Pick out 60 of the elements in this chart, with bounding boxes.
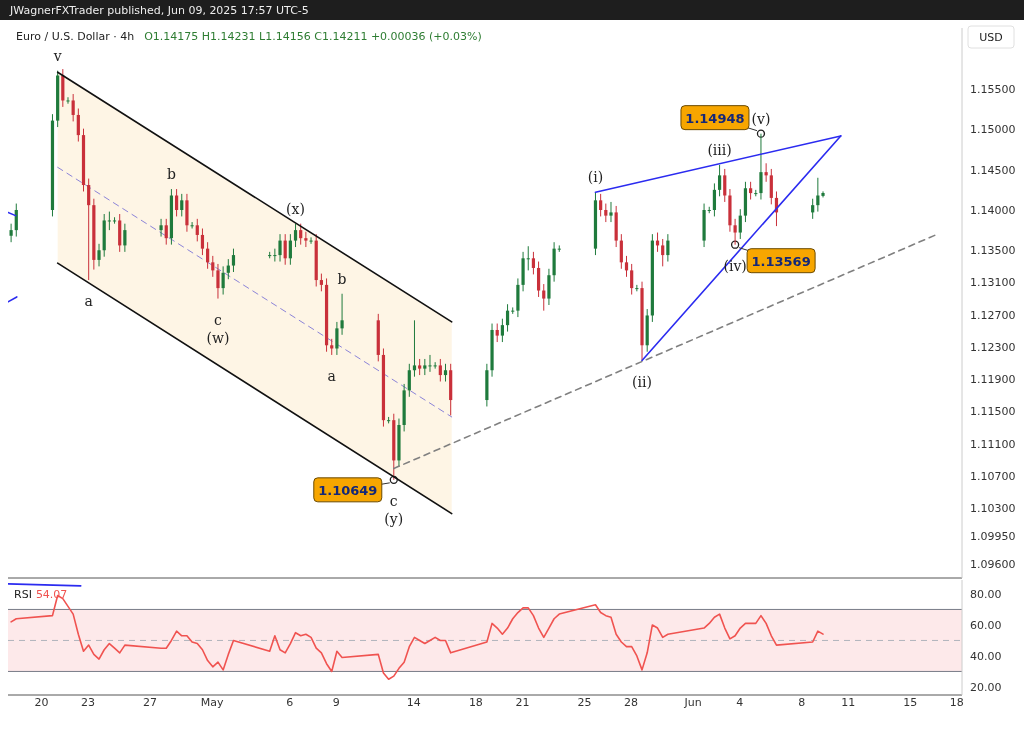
x-tick-label: 14 (406, 696, 421, 709)
chart-title: Euro / U.S. Dollar · 4h (16, 30, 135, 43)
annotation: v (52, 47, 62, 64)
data-label: 1.14948 (685, 110, 745, 126)
y-tick-label: 1.15500 (970, 83, 1016, 97)
x-tick-label: 8 (798, 696, 806, 709)
annotation: (ii) (632, 373, 652, 390)
x-tick-label: 6 (286, 696, 294, 709)
annotation: 54.07 (35, 588, 68, 601)
x-tick-label: 20 (34, 696, 49, 709)
y-axis-title: USD (979, 31, 1003, 44)
y-tick-label: 1.13500 (970, 244, 1016, 258)
y-tick-label: 40.00 (970, 649, 1002, 663)
x-tick-label: 4 (736, 696, 744, 709)
y-tick-label: 1.09600 (970, 558, 1016, 572)
annotation: c (214, 311, 223, 328)
x-tick-label: 25 (577, 696, 592, 709)
y-tick-label: 1.14000 (970, 203, 1016, 217)
y-tick-label: 20.00 (970, 680, 1002, 694)
y-tick-label: 1.10700 (970, 469, 1016, 483)
y-tick-label: 80.00 (970, 587, 1002, 601)
x-tick-label: 18 (949, 696, 964, 709)
annotation: (y) (384, 510, 404, 527)
y-tick-label: 1.11500 (970, 405, 1016, 419)
x-tick-label: 9 (332, 696, 340, 709)
annotation: c (389, 492, 398, 509)
y-tick-label: 1.12700 (970, 308, 1016, 322)
data-label: 1.13569 (751, 253, 811, 269)
x-tick-label: 21 (515, 696, 530, 709)
x-tick-label: 28 (624, 696, 639, 709)
x-tick-label: 23 (81, 696, 96, 709)
annotation: (v) (751, 110, 771, 127)
y-tick-label: 1.15000 (970, 123, 1016, 137)
y-tick-label: 1.12300 (970, 340, 1016, 354)
annotation: a (84, 293, 93, 310)
series-label: RSI (14, 588, 32, 601)
x-tick-label: 15 (903, 696, 918, 709)
chart-subtitle: O1.14175 H1.14231 L1.14156 C1.14211 +0.00036 (+0.03%) (144, 30, 482, 43)
x-tick-label: 18 (468, 696, 483, 709)
annotation: (iv) (723, 257, 747, 274)
data-label: 1.10649 (318, 482, 378, 498)
y-tick-label: 1.14500 (970, 163, 1016, 177)
annotation: b (337, 270, 347, 287)
annotation: (i) (587, 169, 604, 186)
x-tick-label: Jun (683, 696, 702, 709)
y-tick-label: 1.11900 (970, 373, 1016, 387)
annotation: (x) (286, 200, 305, 217)
text: JWagnerFXTrader published, Jun 09, 2025 17:57 UTC-5 (9, 4, 309, 17)
annotation: (iii) (707, 141, 732, 158)
y-tick-label: 1.10300 (970, 501, 1016, 515)
y-tick-label: 1.09950 (970, 530, 1016, 544)
annotation: a (327, 367, 336, 384)
y-tick-label: 1.11100 (970, 437, 1016, 451)
y-tick-label: 1.13100 (970, 276, 1016, 290)
annotation: b (166, 166, 176, 183)
annotation: (w) (206, 329, 230, 346)
x-tick-label: May (200, 696, 224, 709)
y-tick-label: 60.00 (970, 618, 1002, 632)
x-tick-label: 11 (841, 696, 856, 709)
x-tick-label: 27 (143, 696, 158, 709)
